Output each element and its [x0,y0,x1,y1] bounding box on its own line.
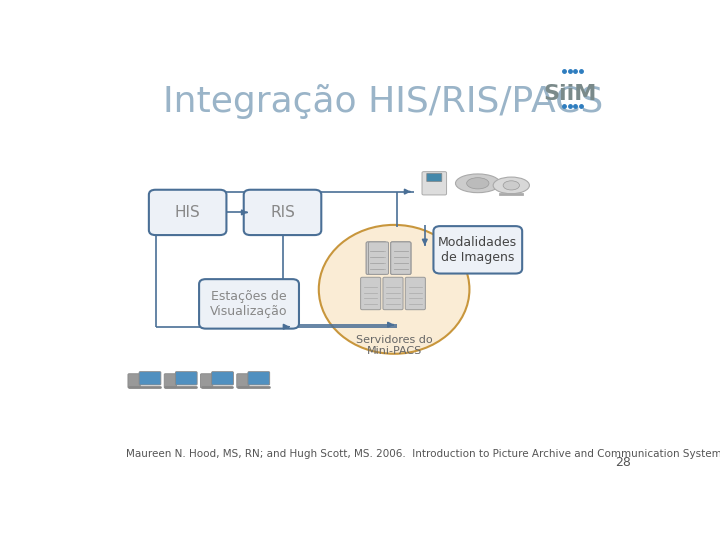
FancyBboxPatch shape [383,277,403,310]
Ellipse shape [467,178,489,189]
Ellipse shape [456,174,500,193]
FancyBboxPatch shape [361,277,381,310]
FancyBboxPatch shape [391,242,411,274]
Text: Maureen N. Hood, MS, RN; and Hugh Scott, MS. 2006.  Introduction to Picture Arch: Maureen N. Hood, MS, RN; and Hugh Scott,… [126,449,720,458]
FancyBboxPatch shape [164,374,176,388]
FancyBboxPatch shape [369,242,389,274]
Text: SiiM: SiiM [543,84,597,104]
FancyBboxPatch shape [427,173,442,181]
FancyBboxPatch shape [366,242,387,274]
Text: Modalidades
de Imagens: Modalidades de Imagens [438,236,518,264]
FancyBboxPatch shape [422,172,446,195]
FancyBboxPatch shape [212,372,233,385]
Ellipse shape [319,225,469,354]
FancyBboxPatch shape [433,226,522,274]
Text: HIS: HIS [175,205,201,220]
FancyBboxPatch shape [391,242,411,274]
FancyBboxPatch shape [200,374,213,388]
FancyBboxPatch shape [366,242,387,274]
FancyBboxPatch shape [176,372,197,385]
Text: Servidores do
Mini-PACS: Servidores do Mini-PACS [356,335,433,356]
FancyBboxPatch shape [248,372,270,385]
FancyBboxPatch shape [199,279,299,329]
FancyBboxPatch shape [237,374,249,388]
Text: RIS: RIS [270,205,295,220]
Text: 28: 28 [616,456,631,469]
Text: Integração HIS/RIS/PACS: Integração HIS/RIS/PACS [163,84,603,118]
FancyBboxPatch shape [405,277,426,310]
FancyBboxPatch shape [149,190,226,235]
FancyBboxPatch shape [391,242,411,274]
Text: Estações de
Visualização: Estações de Visualização [210,290,288,318]
FancyBboxPatch shape [128,374,140,388]
Ellipse shape [503,181,519,190]
Ellipse shape [493,177,529,194]
FancyBboxPatch shape [244,190,321,235]
FancyBboxPatch shape [139,372,161,385]
